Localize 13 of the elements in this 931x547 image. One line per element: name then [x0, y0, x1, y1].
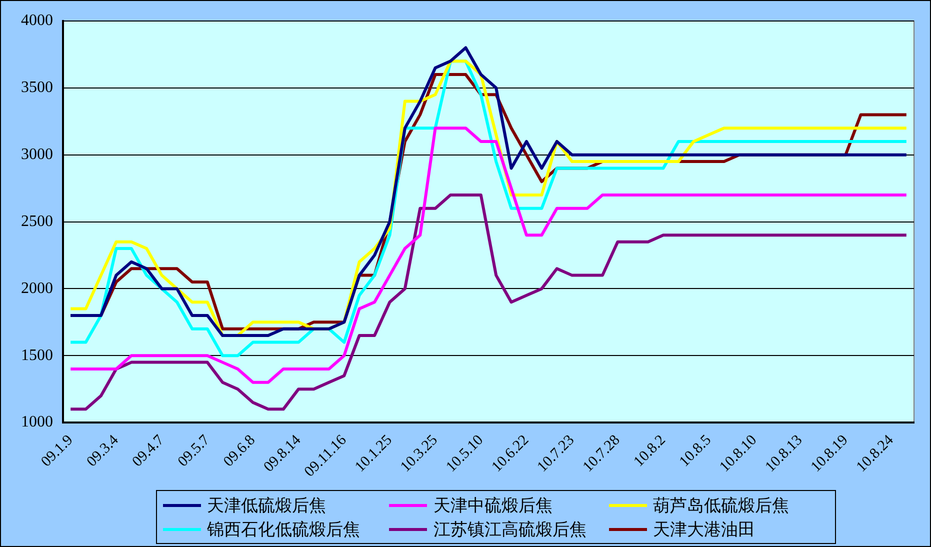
y-tick-label: 2500: [21, 212, 53, 230]
legend-label: 锦西石化低硫煅后焦: [207, 518, 360, 540]
legend-label: 天津中硫煅后焦: [433, 494, 552, 516]
y-tick-label: 1500: [21, 346, 53, 364]
legend-label: 江苏镇江高硫煅后焦: [433, 518, 586, 540]
y-tick-label: 3500: [21, 79, 53, 96]
legend-label: 葫芦岛低硫煅后焦: [653, 494, 790, 516]
legend-label: 天津大港油田: [653, 518, 756, 540]
y-tick-label: 1000: [21, 414, 53, 431]
y-tick-label: 3000: [21, 146, 53, 164]
y-tick-label: 2000: [21, 280, 53, 297]
legend-label: 天津低硫煅后焦: [207, 494, 326, 516]
y-tick-label: 4000: [21, 12, 53, 30]
